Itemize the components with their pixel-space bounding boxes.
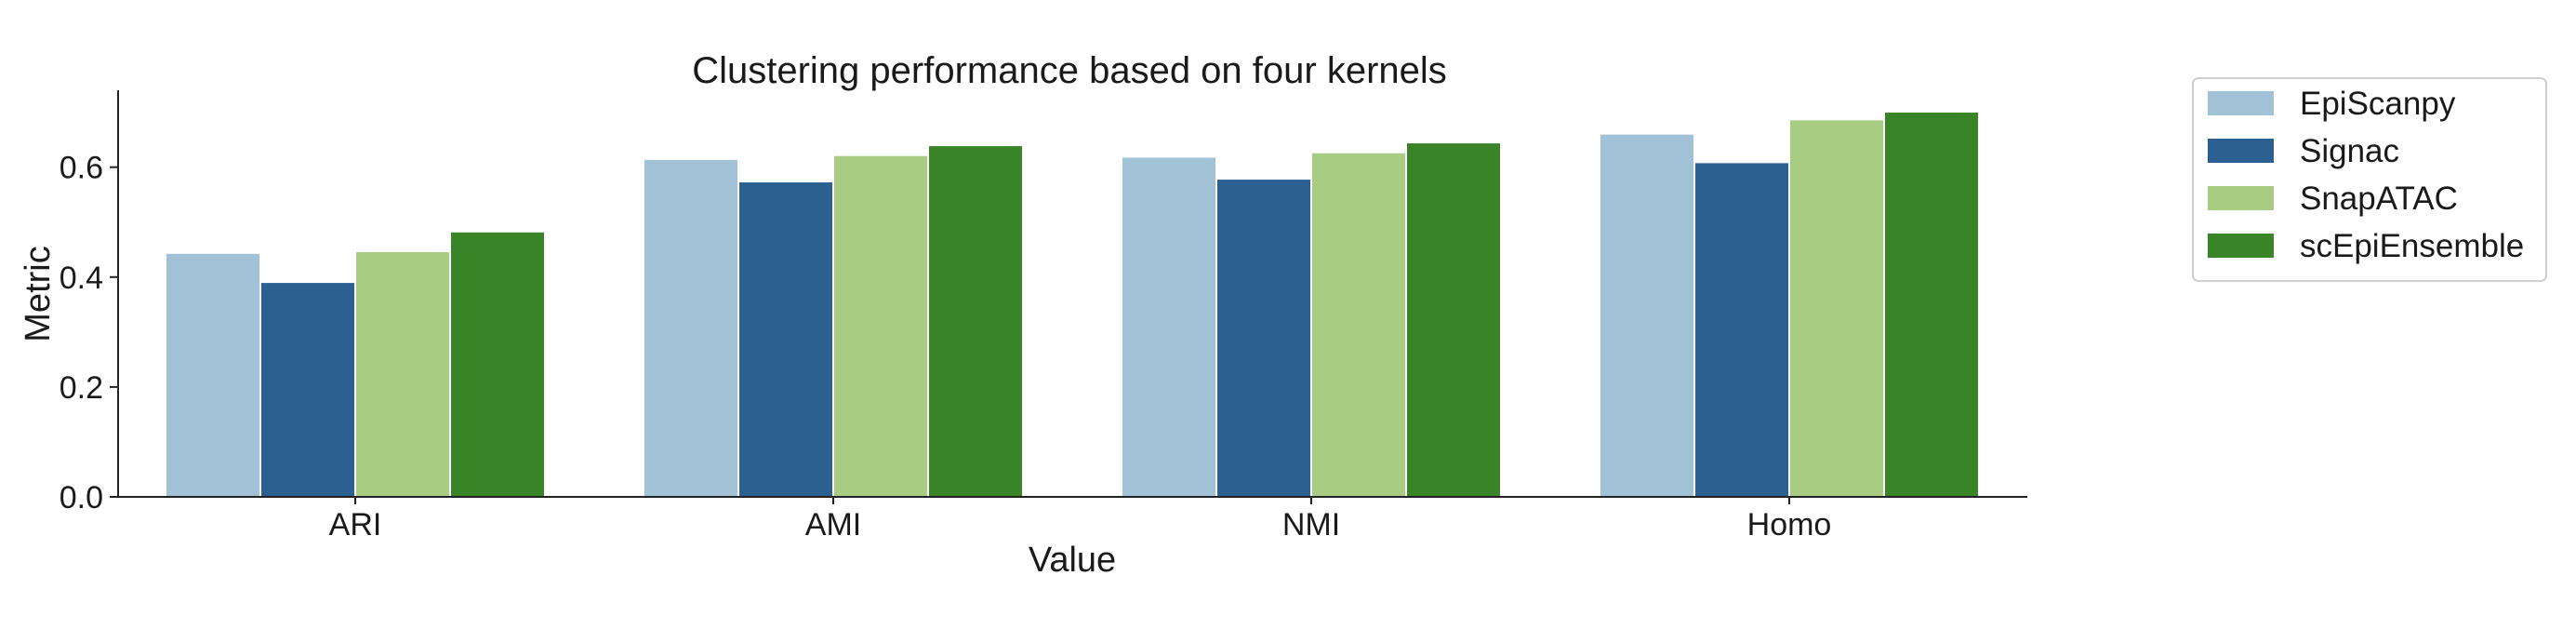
- bar-episcanpy-ami: [643, 157, 739, 498]
- y-ticks-group: 0.0 0.2 0.4 0.6: [60, 151, 118, 515]
- x-tick-label-ari: ARI: [329, 507, 382, 542]
- x-tick-label-ami: AMI: [805, 507, 861, 542]
- bars-group: [165, 111, 1980, 499]
- chart-title: Clustering performance based on four ker…: [692, 50, 1447, 91]
- bar-episcanpy-homo: [1599, 132, 1695, 498]
- bar-signac-nmi: [1215, 178, 1312, 498]
- bar-signac-homo: [1693, 161, 1790, 498]
- legend-label-snapatac: SnapATAC: [2300, 181, 2458, 217]
- legend: EpiScanpy Signac SnapATAC scEpiEnsemble: [2192, 77, 2547, 282]
- bar-snapatac-homo: [1788, 118, 1885, 498]
- legend-swatch-scepiensemble: [2208, 234, 2274, 258]
- bar-snapatac-ami: [832, 154, 929, 498]
- bar-snapatac-nmi: [1310, 151, 1407, 498]
- legend-swatch-snapatac: [2208, 186, 2274, 210]
- y-tick-label: 0.0: [60, 480, 103, 515]
- y-tick-label: 0.4: [60, 261, 103, 296]
- legend-frame: [2192, 77, 2547, 282]
- y-axis-label: Metric: [19, 246, 58, 341]
- legend-label-scepiensemble: scEpiEnsemble: [2300, 228, 2524, 264]
- legend-label-signac: Signac: [2300, 133, 2399, 169]
- x-tick-label-nmi: NMI: [1282, 507, 1340, 542]
- bar-signac-ari: [259, 281, 356, 499]
- legend-label-episcanpy: EpiScanpy: [2300, 86, 2456, 122]
- x-ticks-group: ARI AMI NMI Homo: [329, 497, 1832, 542]
- bar-scepiensemble-ami: [927, 144, 1024, 498]
- y-tick-label: 0.6: [60, 151, 103, 186]
- bar-scepiensemble-ari: [449, 230, 546, 498]
- bar-episcanpy-nmi: [1121, 155, 1217, 498]
- legend-swatch-episcanpy: [2208, 91, 2274, 115]
- bar-episcanpy-ari: [165, 251, 261, 498]
- y-tick-label: 0.2: [60, 370, 103, 406]
- bar-scepiensemble-nmi: [1405, 141, 1502, 498]
- x-tick-label-homo: Homo: [1747, 507, 1832, 542]
- x-axis-label: Value: [1029, 541, 1116, 580]
- bar-scepiensemble-homo: [1883, 111, 1980, 499]
- legend-swatch-signac: [2208, 139, 2274, 163]
- bar-signac-ami: [737, 181, 834, 498]
- bar-snapatac-ari: [354, 250, 451, 498]
